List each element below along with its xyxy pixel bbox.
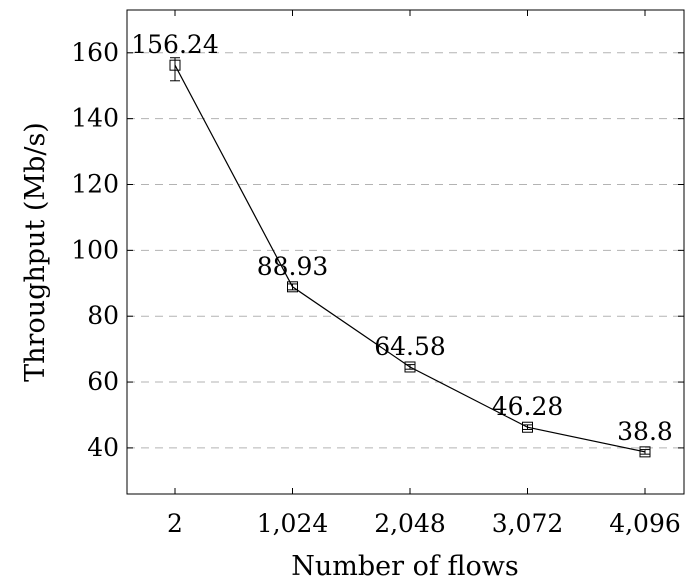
- data-point-marker: [169, 59, 181, 71]
- data-point-marker: [639, 446, 651, 458]
- data-label: 46.28: [492, 392, 564, 421]
- plot-frame: [126, 9, 685, 495]
- series-line: [174, 64, 646, 453]
- y-tick-label: 140: [71, 104, 119, 133]
- data-labels: 156.24 88.93 64.58 46.28 38.8: [131, 30, 673, 446]
- y-tick-labels: 40 60 80 100 120 140 160: [71, 38, 119, 462]
- grid: [127, 52, 684, 449]
- data-label: 156.24: [131, 30, 218, 59]
- y-tick-label: 60: [87, 367, 119, 396]
- data-label: 88.93: [257, 252, 329, 281]
- x-tick-label: 2: [167, 509, 183, 538]
- x-axis-title: Number of flows: [291, 551, 518, 582]
- data-point-marker: [287, 281, 298, 293]
- y-tick-label: 120: [71, 170, 119, 199]
- x-tick-labels: 2 1,024 2,048 3,072 4,096: [167, 509, 681, 538]
- y-tick-label: 160: [71, 38, 119, 67]
- y-tick-label: 80: [87, 301, 119, 330]
- y-tick-label: 40: [87, 433, 119, 462]
- x-tick-label: 1,024: [257, 509, 329, 538]
- y-axis-title: Throughput (Mb/s): [20, 122, 51, 382]
- y-tick-label: 100: [71, 235, 119, 264]
- data-point-marker: [404, 361, 416, 373]
- series-group: [169, 57, 651, 458]
- x-tick-label: 3,072: [492, 509, 564, 538]
- x-tick-label: 4,096: [609, 509, 681, 538]
- axis-ticks: [127, 10, 684, 494]
- data-point-marker: [522, 421, 533, 433]
- data-label: 64.58: [374, 332, 446, 361]
- data-label: 38.8: [617, 417, 673, 446]
- x-tick-label: 2,048: [374, 509, 446, 538]
